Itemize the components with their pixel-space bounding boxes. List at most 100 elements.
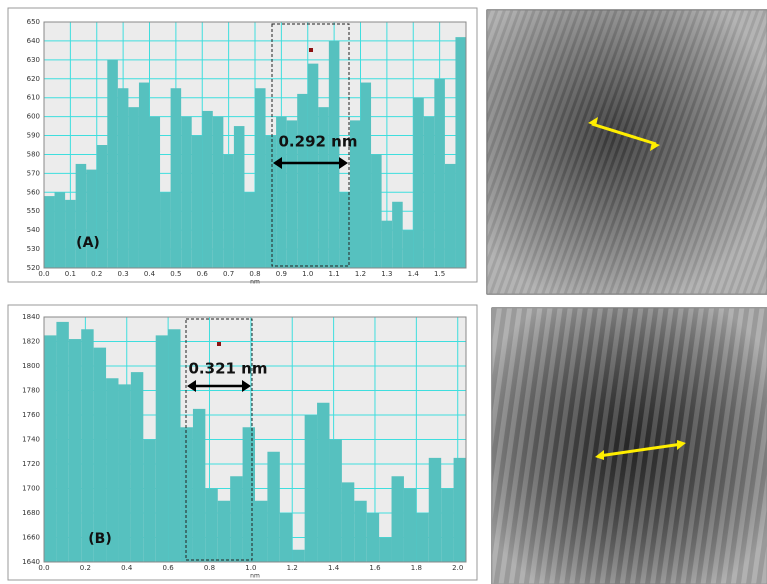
bar	[181, 427, 193, 562]
y-tick-label: 630	[27, 56, 40, 64]
bar	[94, 348, 106, 562]
bar	[354, 501, 366, 562]
x-tick-label: 0.4	[121, 564, 133, 572]
bar	[218, 501, 230, 562]
x-tick-label: 0.4	[144, 270, 156, 278]
bar	[329, 41, 340, 268]
bar	[392, 202, 403, 268]
x-tick-label: 0.3	[118, 270, 129, 278]
figure: 5205305405505605705805906006106206306406…	[0, 0, 767, 584]
bar	[118, 88, 129, 268]
x-tick-label: 1.6	[369, 564, 381, 572]
x-tick-label: 1.2	[287, 564, 298, 572]
bar	[65, 200, 76, 268]
bar	[429, 458, 441, 562]
x-tick-label: 1.8	[411, 564, 422, 572]
bar	[392, 476, 404, 562]
y-tick-label: 1780	[22, 387, 40, 395]
x-tick-label: 0.1	[65, 270, 76, 278]
bar	[128, 107, 139, 268]
bar	[255, 88, 266, 268]
annotation: 0.321 nm	[189, 360, 268, 378]
x-tick-label: 0.2	[91, 270, 102, 278]
x-tick-label: 1.3	[381, 270, 392, 278]
bar	[44, 196, 55, 268]
bar	[181, 117, 192, 268]
bar	[317, 403, 329, 562]
bar	[361, 83, 372, 268]
bar	[55, 192, 66, 268]
x-tick-label: 1.1	[329, 270, 340, 278]
bar	[156, 335, 168, 562]
bar	[434, 79, 445, 268]
bar	[193, 409, 205, 562]
y-tick-label: 590	[27, 132, 40, 140]
bar	[379, 538, 391, 563]
bar	[69, 339, 81, 562]
bar	[329, 440, 341, 563]
bar	[455, 37, 466, 268]
bar	[267, 452, 279, 562]
bar	[44, 335, 56, 562]
y-tick-label: 1820	[22, 338, 40, 346]
bar	[234, 126, 245, 268]
x-tick-label: 1.0	[302, 270, 313, 278]
bar	[441, 489, 453, 563]
bar	[339, 192, 350, 268]
y-tick-label: 640	[27, 37, 40, 45]
bar	[230, 476, 242, 562]
bar	[266, 136, 277, 268]
bar	[292, 550, 304, 562]
x-tick-label: 0.9	[276, 270, 287, 278]
cursor-dot	[217, 342, 221, 346]
tem-image-a	[487, 10, 767, 294]
bar	[171, 88, 182, 268]
y-tick-label: 1640	[22, 558, 40, 566]
bar	[243, 427, 255, 562]
y-tick-label: 1720	[22, 460, 40, 468]
bar	[371, 154, 382, 268]
y-tick-label: 1740	[22, 436, 40, 444]
bar	[86, 170, 97, 268]
bar	[160, 192, 171, 268]
x-tick-label: 1.4	[328, 564, 340, 572]
bar	[416, 513, 428, 562]
y-tick-label: 1660	[22, 534, 40, 542]
bar	[403, 230, 414, 268]
cursor-dot	[309, 48, 313, 52]
bar	[205, 489, 217, 563]
x-tick-label: 1.4	[408, 270, 420, 278]
bar	[445, 164, 456, 268]
bar	[150, 117, 161, 268]
y-tick-label: 580	[27, 150, 40, 158]
annotation: 0.292 nm	[279, 133, 358, 151]
x-tick-label: 0.7	[223, 270, 234, 278]
panel-label: (A)	[76, 235, 100, 251]
bar	[424, 117, 435, 268]
bar	[297, 94, 308, 268]
bar	[244, 192, 255, 268]
x-tick-label: 2.0	[452, 564, 463, 572]
y-tick-label: 600	[27, 113, 40, 121]
y-tick-label: 650	[27, 18, 40, 26]
y-tick-label: 620	[27, 75, 40, 83]
x-tick-label: 1.2	[355, 270, 366, 278]
bar	[168, 329, 180, 562]
bar	[255, 501, 267, 562]
bar	[143, 440, 155, 563]
y-tick-label: 1760	[22, 411, 40, 419]
x-axis-label: nm	[250, 279, 260, 286]
y-tick-label: 610	[27, 94, 40, 102]
x-tick-label: 1.5	[434, 270, 445, 278]
bar	[202, 111, 213, 268]
x-tick-label: 0.5	[170, 270, 181, 278]
x-tick-label: 0.6	[163, 564, 175, 572]
bar	[342, 482, 354, 562]
bar	[107, 60, 118, 268]
bar	[56, 322, 68, 562]
bar	[76, 164, 87, 268]
bar	[213, 117, 224, 268]
x-tick-label: 0.0	[38, 564, 49, 572]
y-tick-label: 540	[27, 226, 40, 234]
y-tick-label: 1800	[22, 362, 40, 370]
